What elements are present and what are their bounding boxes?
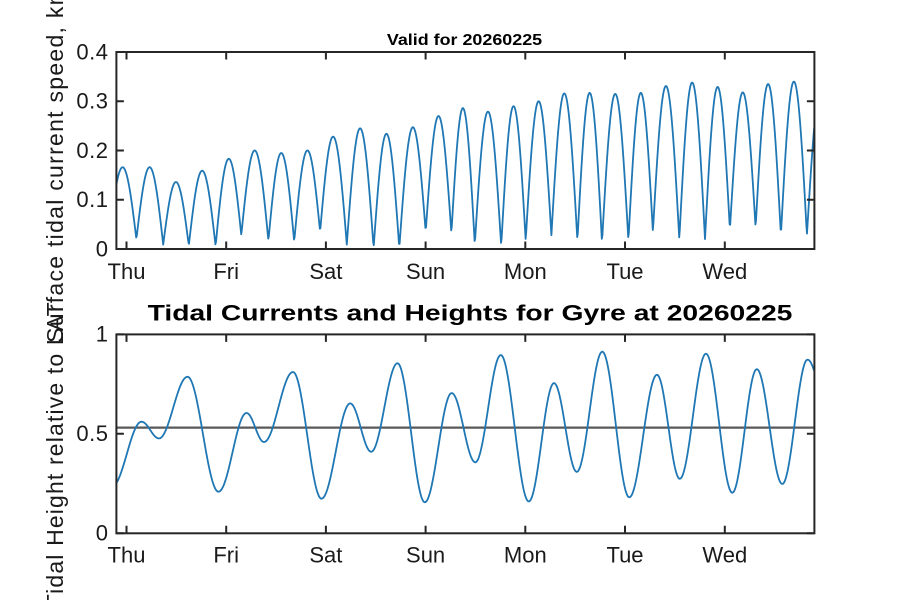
svg-text:Tidal Currents and Heights for: Tidal Currents and Heights for Gyre at 2… — [148, 301, 793, 325]
svg-text:Thu: Thu — [108, 543, 146, 568]
svg-text:Tidal Height relative to LAT: Tidal Height relative to LAT — [42, 301, 68, 600]
svg-text:Tue: Tue — [606, 259, 643, 284]
svg-text:Wed: Wed — [702, 259, 747, 284]
svg-text:0.2: 0.2 — [76, 138, 108, 163]
svg-text:Sat: Sat — [309, 543, 342, 568]
svg-text:Wed: Wed — [702, 543, 747, 568]
svg-text:0: 0 — [96, 521, 109, 546]
svg-text:Surface tidal current speed, k: Surface tidal current speed, knots — [42, 0, 68, 343]
svg-text:0.5: 0.5 — [76, 421, 108, 446]
svg-text:Sun: Sun — [406, 259, 445, 284]
svg-text:Thu: Thu — [108, 259, 146, 284]
svg-text:Fri: Fri — [213, 543, 239, 568]
svg-text:0.3: 0.3 — [76, 89, 108, 114]
svg-text:Valid for 20260225: Valid for 20260225 — [387, 31, 542, 49]
svg-text:0.1: 0.1 — [76, 187, 108, 212]
svg-text:1: 1 — [96, 322, 109, 347]
svg-text:Sun: Sun — [406, 543, 445, 568]
svg-text:Mon: Mon — [504, 259, 547, 284]
svg-text:0.4: 0.4 — [76, 39, 108, 64]
svg-text:Fri: Fri — [213, 259, 239, 284]
svg-text:Sat: Sat — [309, 259, 342, 284]
svg-text:Tue: Tue — [606, 543, 643, 568]
svg-text:Mon: Mon — [504, 543, 547, 568]
svg-text:0: 0 — [96, 236, 109, 261]
